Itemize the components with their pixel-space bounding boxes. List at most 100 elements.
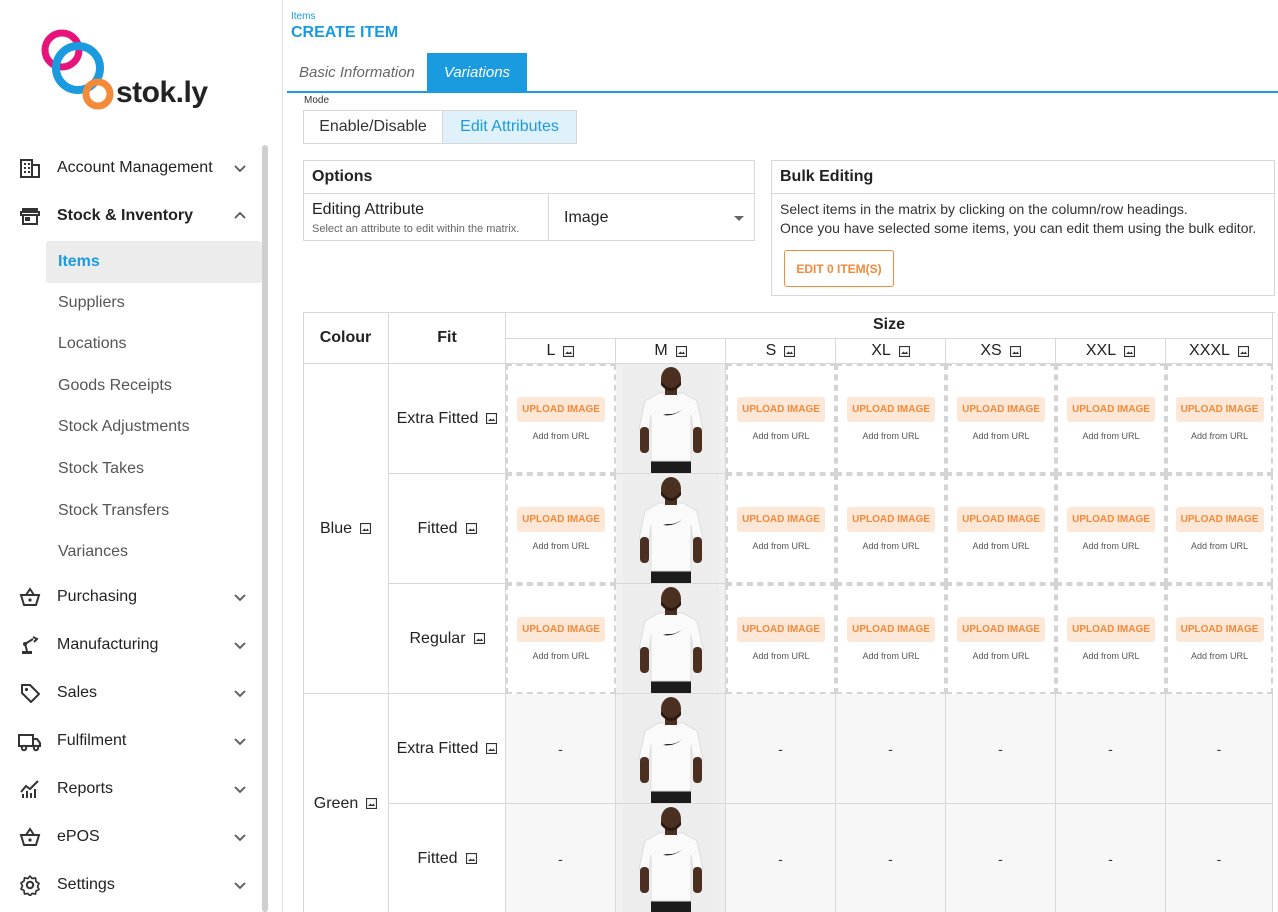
matrix-cell-upload[interactable]: UPLOAD IMAGE Add from URL <box>726 474 836 584</box>
sidebar-item-epos[interactable]: ePOS <box>0 815 262 859</box>
matrix-cell-image[interactable] <box>616 364 726 474</box>
image-icon[interactable] <box>784 345 796 357</box>
tshirt-photo[interactable] <box>622 364 719 473</box>
upload-image-button[interactable]: UPLOAD IMAGE <box>737 617 825 642</box>
size-header-l[interactable]: L <box>506 339 616 364</box>
matrix-cell-image[interactable] <box>616 804 726 912</box>
matrix-cell-image[interactable] <box>616 694 726 804</box>
image-icon[interactable] <box>675 345 687 357</box>
add-from-url-link[interactable]: Add from URL <box>862 651 920 661</box>
upload-image-button[interactable]: UPLOAD IMAGE <box>847 397 935 422</box>
sidebar-subitem-goods-receipts[interactable]: Goods Receipts <box>46 365 262 407</box>
image-icon[interactable] <box>898 345 910 357</box>
upload-image-button[interactable]: UPLOAD IMAGE <box>1175 617 1264 642</box>
image-icon[interactable] <box>486 413 498 424</box>
stokly-logo[interactable] <box>40 28 210 118</box>
matrix-cell-upload[interactable]: UPLOAD IMAGE Add from URL <box>1166 474 1273 584</box>
breadcrumb[interactable]: Items <box>291 11 316 22</box>
sidebar-subitem-stock-adjustments[interactable]: Stock Adjustments <box>46 406 262 448</box>
upload-image-button[interactable]: UPLOAD IMAGE <box>517 507 605 532</box>
matrix-cell-upload[interactable]: UPLOAD IMAGE Add from URL <box>506 584 616 694</box>
colour-row-header-blue[interactable]: Blue <box>303 364 389 694</box>
upload-image-button[interactable]: UPLOAD IMAGE <box>737 507 825 532</box>
size-header-xxxl[interactable]: XXXL <box>1166 339 1273 364</box>
image-icon[interactable] <box>465 853 477 864</box>
tshirt-photo[interactable] <box>622 474 719 583</box>
matrix-cell-upload[interactable]: UPLOAD IMAGE Add from URL <box>836 474 946 584</box>
sidebar-subitem-stock-takes[interactable]: Stock Takes <box>46 448 262 490</box>
add-from-url-link[interactable]: Add from URL <box>972 541 1030 551</box>
sidebar-item-purchasing[interactable]: Purchasing <box>0 575 262 619</box>
add-from-url-link[interactable]: Add from URL <box>532 431 590 441</box>
matrix-cell-upload[interactable]: UPLOAD IMAGE Add from URL <box>726 584 836 694</box>
sidebar-subitem-variances[interactable]: Variances <box>46 531 262 573</box>
upload-image-button[interactable]: UPLOAD IMAGE <box>957 507 1045 532</box>
add-from-url-link[interactable]: Add from URL <box>752 651 810 661</box>
upload-image-button[interactable]: UPLOAD IMAGE <box>1175 397 1264 422</box>
upload-image-button[interactable]: UPLOAD IMAGE <box>847 617 935 642</box>
sidebar-subitem-stock-transfers[interactable]: Stock Transfers <box>46 490 262 532</box>
sidebar-item-fulfilment[interactable]: Fulfilment <box>0 719 262 763</box>
upload-image-button[interactable]: UPLOAD IMAGE <box>847 507 935 532</box>
add-from-url-link[interactable]: Add from URL <box>1190 651 1249 661</box>
sidebar-subitem-items[interactable]: Items <box>46 241 262 283</box>
fit-row-header[interactable]: Fitted <box>389 474 506 584</box>
add-from-url-link[interactable]: Add from URL <box>1082 541 1140 551</box>
sidebar-subitem-suppliers[interactable]: Suppliers <box>46 282 262 324</box>
upload-image-button[interactable]: UPLOAD IMAGE <box>517 617 605 642</box>
image-icon[interactable] <box>1124 345 1136 357</box>
size-header-xl[interactable]: XL <box>836 339 946 364</box>
image-icon[interactable] <box>366 798 378 809</box>
fit-row-header[interactable]: Extra Fitted <box>389 364 506 474</box>
sidebar-item-account-management[interactable]: Account Management <box>0 146 262 190</box>
sidebar-item-stock-inventory[interactable]: Stock & Inventory <box>0 194 262 238</box>
upload-image-button[interactable]: UPLOAD IMAGE <box>1067 617 1155 642</box>
edit-items-button[interactable]: EDIT 0 ITEM(S) <box>784 250 894 287</box>
add-from-url-link[interactable]: Add from URL <box>1190 431 1249 441</box>
matrix-cell-image[interactable] <box>616 474 726 584</box>
upload-image-button[interactable]: UPLOAD IMAGE <box>1175 507 1264 532</box>
matrix-cell-upload[interactable]: UPLOAD IMAGE Add from URL <box>946 474 1056 584</box>
size-header-xxl[interactable]: XXL <box>1056 339 1166 364</box>
add-from-url-link[interactable]: Add from URL <box>532 651 590 661</box>
matrix-cell-image[interactable] <box>616 584 726 694</box>
image-icon[interactable] <box>563 345 575 357</box>
add-from-url-link[interactable]: Add from URL <box>1190 541 1249 551</box>
tab-variations[interactable]: Variations <box>426 53 528 91</box>
add-from-url-link[interactable]: Add from URL <box>752 541 810 551</box>
mode-enable-disable-button[interactable]: Enable/Disable <box>304 111 443 143</box>
tshirt-photo[interactable] <box>622 584 719 693</box>
sidebar-item-reports[interactable]: Reports <box>0 767 262 811</box>
sidebar-item-settings[interactable]: Settings <box>0 863 262 907</box>
editing-attribute-select[interactable]: Image <box>564 209 609 226</box>
image-icon[interactable] <box>360 523 372 534</box>
matrix-cell-upload[interactable]: UPLOAD IMAGE Add from URL <box>836 364 946 474</box>
image-icon[interactable] <box>486 743 498 754</box>
add-from-url-link[interactable]: Add from URL <box>1082 651 1140 661</box>
upload-image-button[interactable]: UPLOAD IMAGE <box>957 617 1045 642</box>
mode-edit-attributes-button[interactable]: Edit Attributes <box>443 111 576 143</box>
image-icon[interactable] <box>1009 345 1021 357</box>
matrix-cell-upload[interactable]: UPLOAD IMAGE Add from URL <box>1056 364 1166 474</box>
size-header-s[interactable]: S <box>726 339 836 364</box>
tab-basic-information[interactable]: Basic Information <box>299 63 415 81</box>
matrix-cell-upload[interactable]: UPLOAD IMAGE Add from URL <box>946 364 1056 474</box>
tshirt-photo[interactable] <box>622 804 719 912</box>
add-from-url-link[interactable]: Add from URL <box>752 431 810 441</box>
matrix-cell-upload[interactable]: UPLOAD IMAGE Add from URL <box>836 584 946 694</box>
matrix-cell-upload[interactable]: UPLOAD IMAGE Add from URL <box>726 364 836 474</box>
matrix-cell-upload[interactable]: UPLOAD IMAGE Add from URL <box>1166 364 1273 474</box>
sidebar-item-manufacturing[interactable]: Manufacturing <box>0 623 262 667</box>
size-header-xs[interactable]: XS <box>946 339 1056 364</box>
sidebar-scrollbar[interactable] <box>262 145 268 912</box>
tshirt-photo[interactable] <box>622 694 719 803</box>
matrix-cell-upload[interactable]: UPLOAD IMAGE Add from URL <box>506 474 616 584</box>
upload-image-button[interactable]: UPLOAD IMAGE <box>517 397 605 422</box>
sidebar-subitem-locations[interactable]: Locations <box>46 323 262 365</box>
size-header-m[interactable]: M <box>616 339 726 364</box>
upload-image-button[interactable]: UPLOAD IMAGE <box>1067 507 1155 532</box>
image-icon[interactable] <box>473 633 485 644</box>
image-icon[interactable] <box>1237 345 1249 357</box>
matrix-cell-upload[interactable]: UPLOAD IMAGE Add from URL <box>1056 474 1166 584</box>
add-from-url-link[interactable]: Add from URL <box>972 651 1030 661</box>
